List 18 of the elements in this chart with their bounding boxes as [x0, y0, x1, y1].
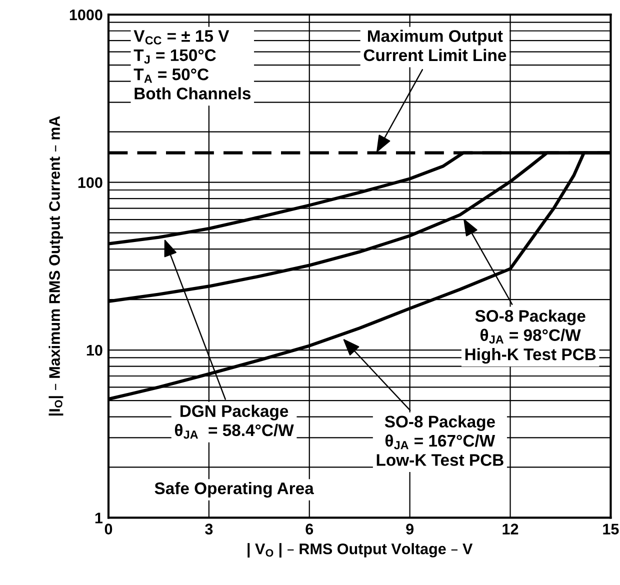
x-tick-label: 9 — [406, 524, 414, 535]
annotation: Maximum Output Current Limit Line — [364, 30, 506, 62]
y-tick-label: 1 — [95, 512, 103, 524]
text: V$_{CC}$ = ± 15 V T$_{J}$ = 150°C T$_{A}$ = 50°C Both Channels — [134, 30, 251, 100]
y-tick-label: 100 — [78, 177, 102, 188]
annotation: SO-8 Package θ$_{JA}$ = 98°C/W High-K Test PCB — [465, 310, 596, 364]
annotation: DGN Package θ$_{JA}$ = 58.4°C/W — [174, 404, 294, 439]
x-tick-label: 6 — [306, 524, 314, 535]
x-axis-title: | V$_{O}$ | – RMS Output Voltage – V — [248, 543, 473, 558]
x-tick-label: 12 — [502, 524, 518, 534]
y-tick-label: 1000 — [70, 9, 102, 20]
x-tick-label: 15 — [603, 524, 619, 535]
y-tick-label: 10 — [86, 344, 102, 356]
annotation: Safe Operating Area — [154, 482, 314, 498]
annotation: SO-8 Package θ$_{JA}$ = 167°C/W Low-K Test PCB — [376, 415, 504, 466]
x-tick-label: 3 — [205, 524, 213, 535]
x-tick-label: 0 — [104, 524, 112, 535]
y-axis-title: |I$_{O}$| – Maximum RMS Output Current – mA — [48, 116, 64, 416]
